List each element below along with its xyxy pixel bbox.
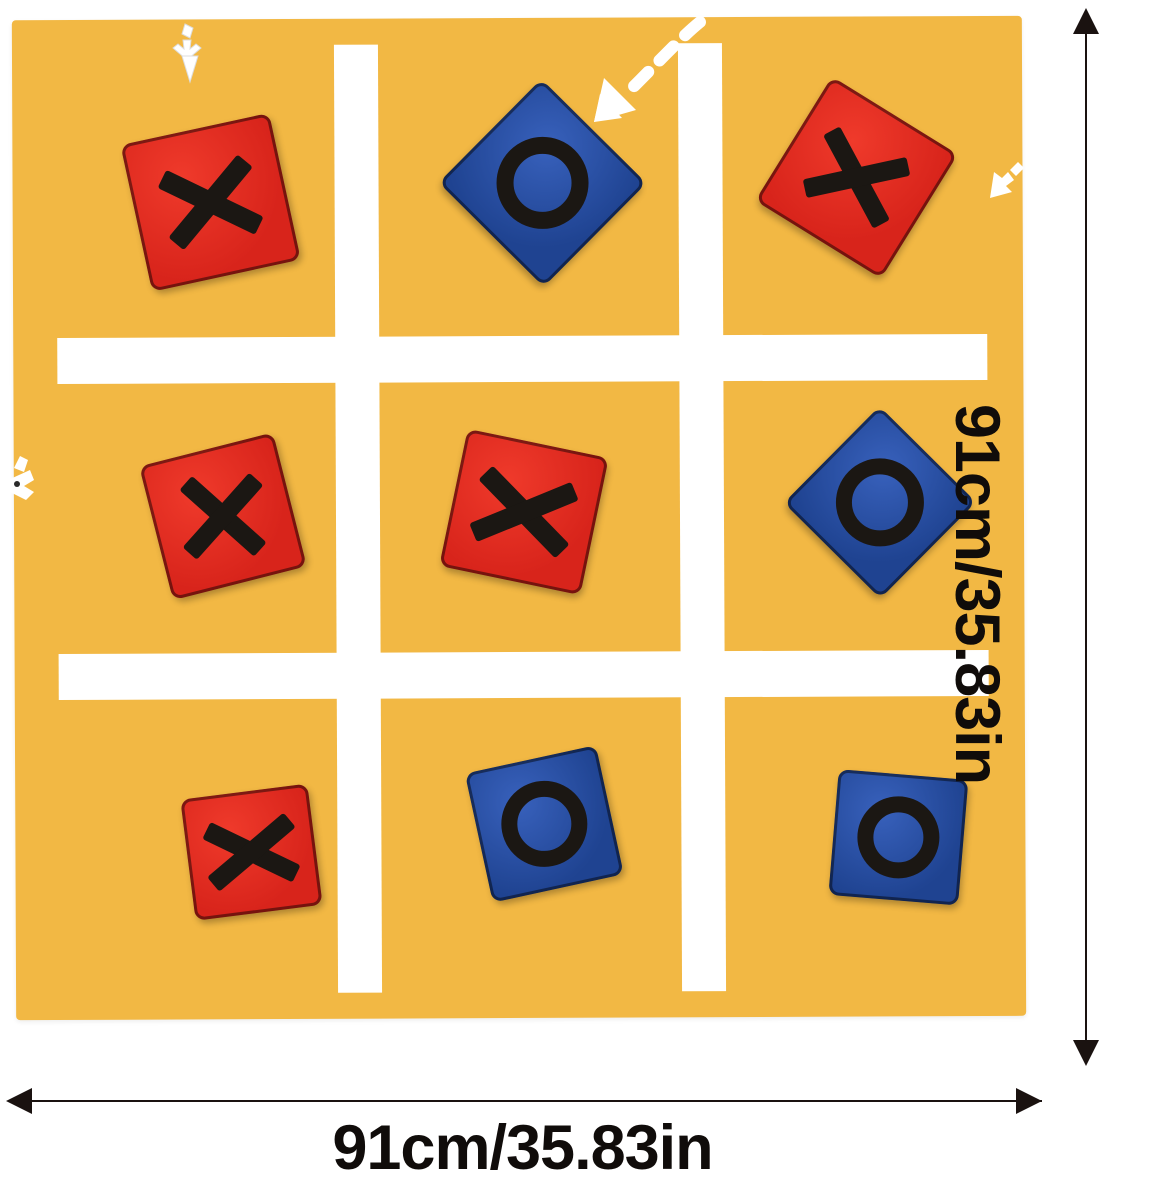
grid-line-horizontal-bottom — [58, 649, 989, 701]
o-mark — [835, 458, 925, 547]
arrow-to-top-center-beanbag-icon — [560, 14, 710, 139]
dimension-height-label: 91cm/35.83in — [941, 403, 1012, 784]
tic-tac-toe-mat — [11, 15, 1027, 1021]
grommet-bottom-center — [506, 976, 532, 1010]
dimension-width-arrow-left — [6, 1088, 32, 1114]
arrow-to-top-left-grommet-icon — [160, 22, 220, 86]
x-mark — [180, 784, 322, 921]
x-mark — [139, 432, 307, 600]
beanbag-o-bottom-right[interactable] — [828, 769, 969, 906]
o-mark — [496, 136, 589, 230]
product-photo — [4, 14, 1030, 1021]
arrow-to-left-grommet-icon — [4, 452, 52, 510]
x-mark — [755, 77, 958, 279]
dimension-height-line — [1085, 10, 1087, 1062]
beanbag-x-middle-left[interactable] — [139, 432, 307, 601]
dimension-width-arrow-right — [1016, 1088, 1042, 1114]
beanbag-x-top-left[interactable] — [120, 112, 301, 292]
beanbag-x-bottom-left[interactable] — [180, 783, 323, 921]
dimension-width-label: 91cm/35.83in — [332, 1113, 713, 1183]
x-mark — [120, 113, 300, 292]
arrow-to-right-grommet-icon — [984, 158, 1030, 210]
grommet-top-left — [32, 24, 58, 58]
beanbag-x-middle-center[interactable] — [439, 428, 609, 596]
beanbag-x-top-right[interactable] — [755, 76, 958, 279]
grid-line-horizontal-top — [57, 333, 988, 385]
grid-line-vertical-right — [677, 43, 727, 992]
dimension-height-arrow-top — [1073, 8, 1099, 34]
x-mark — [439, 429, 608, 595]
grommet-bottom-right — [978, 974, 1004, 1008]
dimension-height-arrow-bottom — [1073, 1040, 1099, 1066]
dimension-width-line — [8, 1100, 1042, 1102]
grommet-bottom-left — [40, 972, 66, 1006]
o-mark — [857, 796, 940, 879]
grommet-top-center — [504, 22, 530, 56]
beanbag-o-bottom-center[interactable] — [464, 745, 624, 903]
o-mark — [501, 780, 588, 868]
grommet-top-right — [974, 20, 1000, 54]
grid-line-vertical-left — [333, 44, 383, 993]
